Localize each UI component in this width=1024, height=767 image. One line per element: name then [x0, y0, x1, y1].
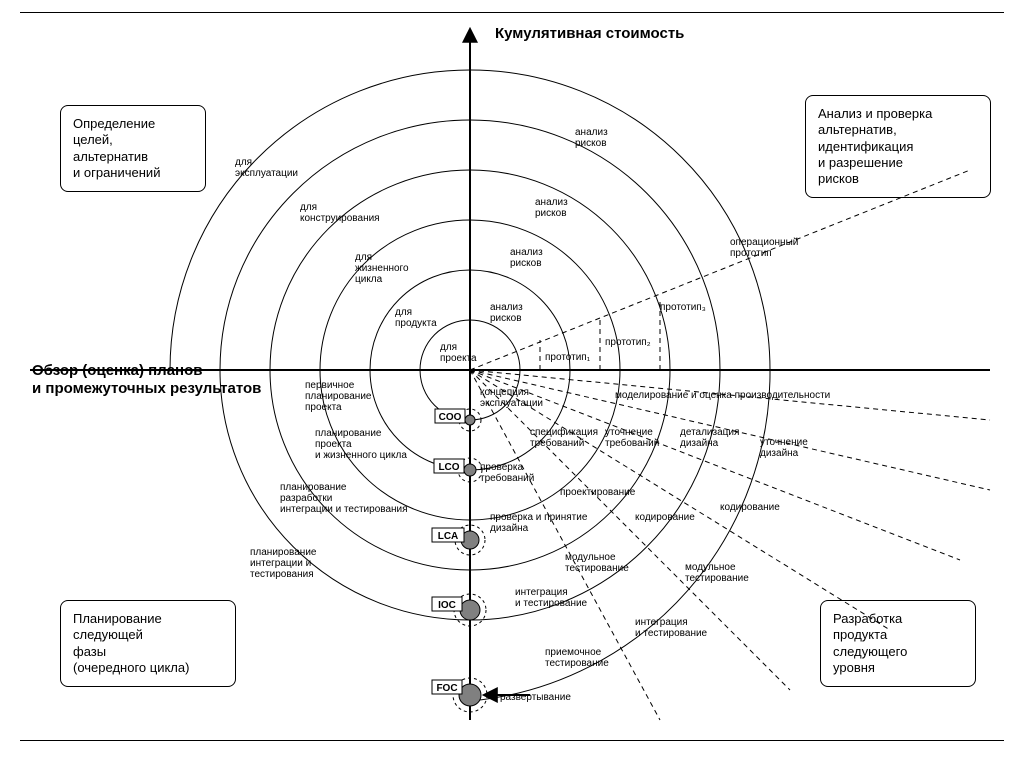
spiral-svg: COO LCO LCA IOC [0, 0, 1024, 767]
svg-text:интеграцияи тестирование: интеграцияи тестирование [635, 617, 708, 639]
svg-text:проверкатребований: проверкатребований [480, 462, 534, 484]
q2-proto-labels: прототип₁ прототип₂ прототип₃ операционн… [545, 237, 798, 363]
svg-text:модульноетестирование: модульноетестирование [565, 552, 629, 574]
svg-text:операционныйпрототип: операционныйпрототип [730, 237, 798, 259]
coding1-label: кодирование [635, 512, 695, 523]
svg-text:дляпроекта: дляпроекта [440, 342, 477, 364]
proto2-label: прототип₂ [605, 337, 651, 348]
deploy-label: развертывание [500, 692, 571, 703]
svg-text:анализрисков: анализрисков [510, 247, 543, 269]
svg-text:первичноепланированиепроекта: первичноепланированиепроекта [305, 380, 372, 413]
milestones: COO LCO LCA IOC [432, 409, 487, 712]
svg-text:анализрисков: анализрисков [575, 127, 608, 149]
q1-labels: дляпроекта дляпродукта дляжизненногоцикл… [235, 157, 477, 364]
model-perf-label: моделирование и оценка производительност… [615, 390, 830, 401]
svg-text:планированиеразработкиинтеграц: планированиеразработкиинтеграции и тести… [280, 482, 408, 515]
svg-text:детализациядизайна: детализациядизайна [680, 427, 739, 449]
milestone-lco: LCO [434, 458, 482, 482]
diagram-page: Определениецелей,альтернативи ограничени… [0, 0, 1024, 767]
svg-text:дляпродукта: дляпродукта [395, 307, 437, 329]
svg-text:анализрисков: анализрисков [490, 302, 523, 324]
milestone-foc-label: FOC [436, 683, 457, 694]
svg-text:уточнениедизайна: уточнениедизайна [760, 437, 808, 459]
milestone-coo-label: COO [439, 412, 462, 423]
milestone-lco-label: LCO [438, 462, 459, 473]
svg-text:планированиепроектаи жизненног: планированиепроектаи жизненного цикла [315, 428, 407, 461]
q4-labels: концепцияэксплуатации моделирование и оц… [480, 387, 830, 703]
svg-text:проверка и принятиедизайна: проверка и принятиедизайна [490, 512, 588, 534]
svg-text:уточнениетребований: уточнениетребований [605, 427, 659, 449]
svg-text:модульноетестирование: модульноетестирование [685, 562, 749, 584]
svg-text:интеграцияи тестирование: интеграцияи тестирование [515, 587, 588, 609]
proto1-label: прототип₁ [545, 352, 591, 363]
svg-text:спецификациятребований: спецификациятребований [530, 426, 598, 449]
milestone-coo: COO [435, 409, 481, 431]
design-label: проектирование [560, 487, 636, 498]
milestone-lca-label: LCA [438, 531, 459, 542]
milestone-ioc: IOC [432, 594, 486, 626]
svg-text:дляжизненногоцикла: дляжизненногоцикла [355, 252, 409, 285]
svg-text:дляэксплуатации: дляэксплуатации [235, 157, 298, 179]
coding2-label: кодирование [720, 502, 780, 513]
svg-text:планированиеинтеграции итестир: планированиеинтеграции итестирования [250, 547, 317, 580]
svg-text:приемочноетестирование: приемочноетестирование [545, 647, 609, 669]
svg-text:анализрисков: анализрисков [535, 197, 568, 219]
proto3-label: прототип₃ [660, 302, 706, 313]
milestone-foc: FOC [432, 678, 487, 712]
svg-text:дляконструирования: дляконструирования [300, 202, 380, 224]
svg-text:концепцияэксплуатации: концепцияэксплуатации [480, 387, 543, 409]
milestone-lca: LCA [432, 525, 485, 555]
milestone-ioc-label: IOC [438, 600, 456, 611]
q2-risk-labels: анализрисков анализрисков анализрисков а… [490, 127, 608, 324]
